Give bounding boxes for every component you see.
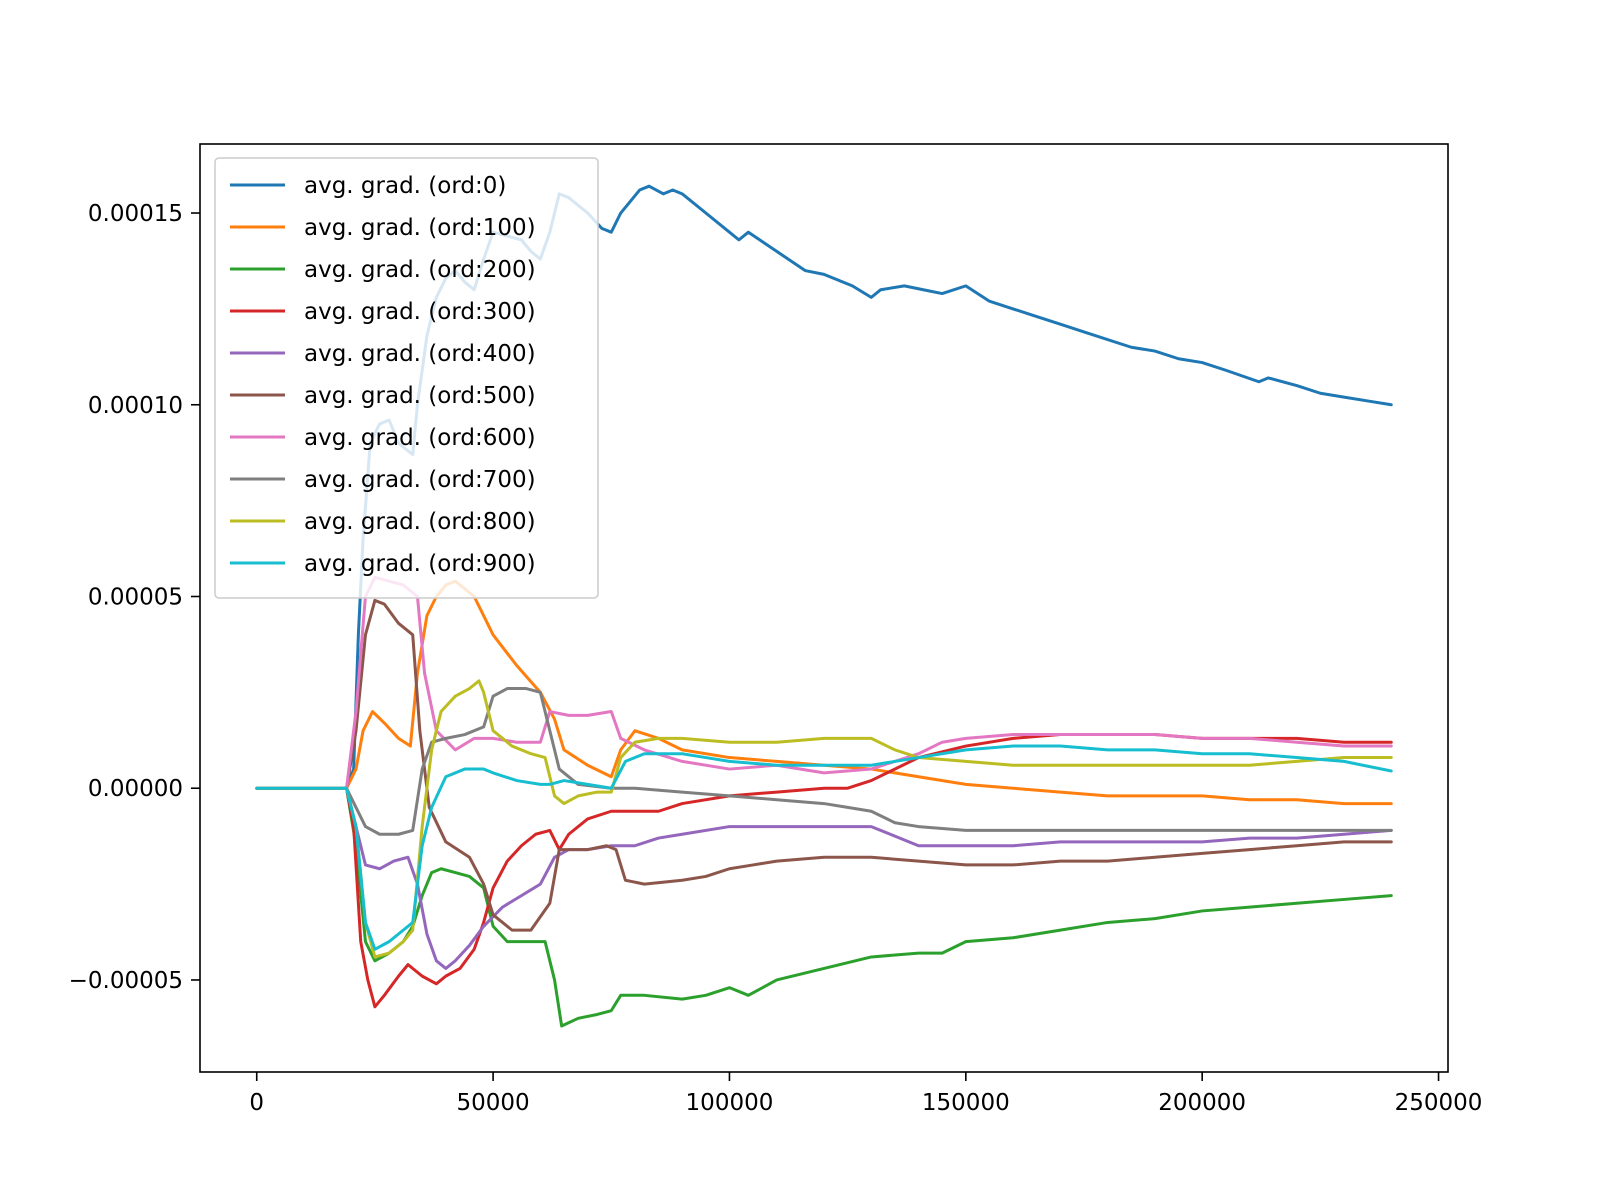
- x-tick-label: 100000: [686, 1090, 774, 1116]
- legend-label: avg. grad. (ord:0): [304, 173, 506, 199]
- y-axis: −0.00005 0.00000 0.00005 0.00010 0.00015: [69, 201, 200, 994]
- series-line-1: [255, 579, 1393, 806]
- y-tick-label: 0.00005: [88, 584, 183, 610]
- legend-label: avg. grad. (ord:100): [304, 215, 536, 241]
- legend-label: avg. grad. (ord:600): [304, 425, 536, 451]
- x-tick-label: 250000: [1395, 1090, 1483, 1116]
- y-tick-label: 0.00010: [88, 393, 183, 419]
- x-tick-label: 200000: [1158, 1090, 1246, 1116]
- legend-label: avg. grad. (ord:300): [304, 299, 536, 325]
- legend-label: avg. grad. (ord:800): [304, 509, 536, 535]
- x-tick-label: 50000: [457, 1090, 530, 1116]
- series-line-9: [255, 744, 1393, 951]
- x-axis: 0 50000 100000 150000 200000 250000: [249, 1072, 1482, 1116]
- legend: avg. grad. (ord:0) avg. grad. (ord:100) av…: [214, 157, 599, 599]
- y-tick-label: −0.00005: [69, 968, 183, 994]
- plot-frame: [199, 143, 1449, 1073]
- legend-label: avg. grad. (ord:400): [304, 341, 536, 367]
- plot-lines: [255, 184, 1393, 1028]
- x-tick-label: 150000: [922, 1090, 1010, 1116]
- series-line-5: [255, 598, 1393, 932]
- legend-label: avg. grad. (ord:500): [304, 383, 536, 409]
- legend-box: [214, 157, 599, 599]
- x-tick-label: 0: [249, 1090, 264, 1116]
- legend-label: avg. grad. (ord:200): [304, 257, 536, 283]
- y-tick-label: 0.00000: [88, 776, 183, 802]
- legend-label: avg. grad. (ord:700): [304, 467, 536, 493]
- y-tick-label: 0.00015: [88, 201, 183, 227]
- legend-label: avg. grad. (ord:900): [304, 551, 536, 577]
